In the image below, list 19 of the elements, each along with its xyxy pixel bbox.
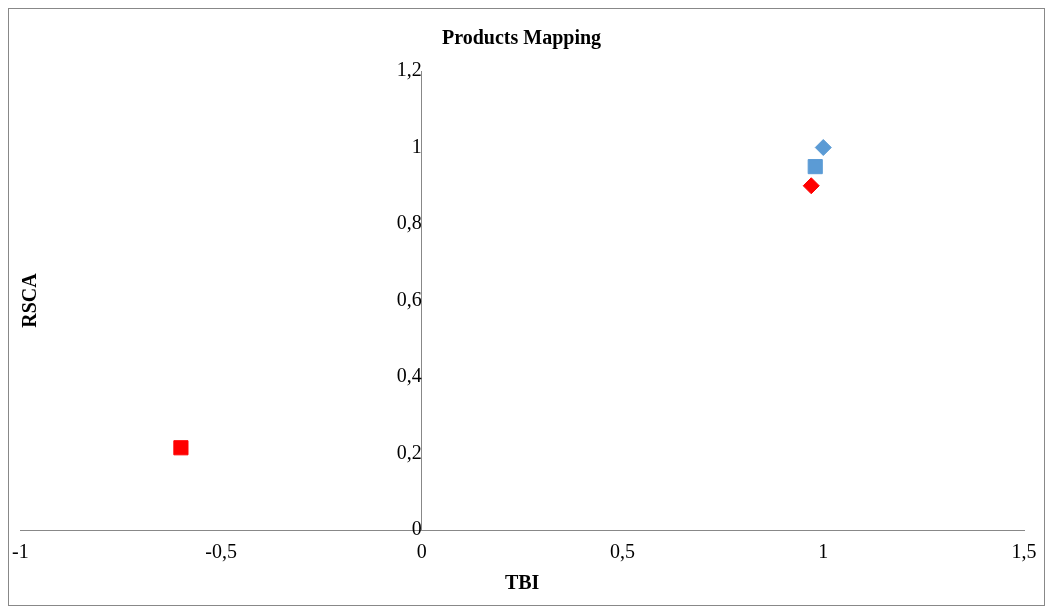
- y-tick-label: 1: [411, 134, 422, 157]
- point: [807, 159, 823, 175]
- y-tick-label: 0,4: [396, 364, 422, 387]
- x-tick-label: -1: [11, 540, 29, 563]
- x-axis-title: TBI: [504, 571, 540, 594]
- y-tick-label: 0,2: [396, 440, 422, 463]
- x-tick-label: 1: [818, 540, 829, 563]
- y-tick-label: 0: [411, 517, 422, 540]
- y-axis-title: RSCA: [18, 272, 41, 328]
- point: [814, 139, 832, 156]
- y-tick-label: 0,8: [396, 211, 422, 234]
- x-tick-label: 1,5: [1011, 540, 1037, 563]
- point: [173, 440, 189, 456]
- x-tick-label: 0,5: [610, 540, 636, 563]
- point: [802, 177, 820, 195]
- chart-title: Products Mapping: [441, 26, 602, 50]
- x-tick-label: -0,5: [205, 540, 237, 563]
- y-tick-label: 0,6: [396, 287, 422, 310]
- y-tick-label: 1,2: [396, 58, 422, 81]
